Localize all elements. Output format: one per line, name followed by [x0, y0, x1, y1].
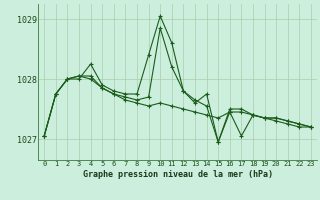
X-axis label: Graphe pression niveau de la mer (hPa): Graphe pression niveau de la mer (hPa) [83, 170, 273, 179]
